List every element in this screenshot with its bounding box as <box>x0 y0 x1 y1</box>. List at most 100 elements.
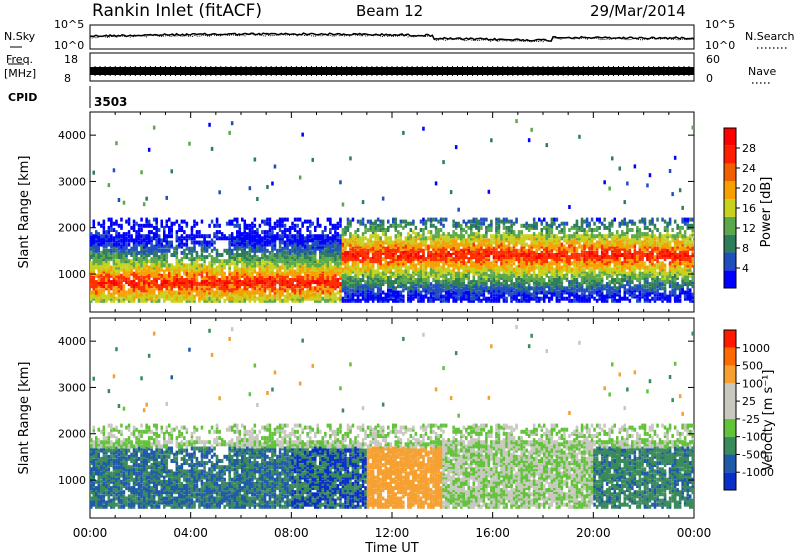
power-cell <box>90 261 93 266</box>
power-cell <box>253 269 257 274</box>
power-cell <box>475 292 478 297</box>
power-cell <box>266 240 269 245</box>
power-cell <box>361 253 365 257</box>
power-cell <box>236 236 239 241</box>
power-cell <box>543 217 546 222</box>
power-cell <box>520 257 523 262</box>
power-cell <box>535 275 538 280</box>
power-cell <box>236 286 239 291</box>
power-cell <box>190 273 194 278</box>
power-cell <box>326 290 330 295</box>
power-cell <box>538 278 541 282</box>
power-cell <box>467 298 471 303</box>
power-cell <box>180 259 184 264</box>
power-cell <box>273 242 277 247</box>
power-cell <box>246 296 249 301</box>
power-cell <box>329 250 332 255</box>
power-cell <box>356 240 360 245</box>
power-cell <box>470 248 473 253</box>
power-cell <box>412 255 415 260</box>
power-cell <box>256 238 259 243</box>
power-cell <box>371 265 375 270</box>
power-cell <box>160 242 164 247</box>
power-cell <box>306 246 309 251</box>
power-cell <box>230 275 234 280</box>
power-cell <box>243 219 247 224</box>
power-cell <box>271 294 274 299</box>
power-cell <box>168 217 171 222</box>
power-cell <box>507 259 511 264</box>
power-cell <box>387 242 390 247</box>
power-cell <box>112 278 116 282</box>
power-cell <box>341 275 345 280</box>
power-cell <box>258 246 262 251</box>
power-cell <box>530 238 533 243</box>
power-cell <box>137 275 141 280</box>
power-cell <box>238 230 242 235</box>
power-cell <box>339 250 342 255</box>
power-cell <box>535 238 538 243</box>
power-cell <box>145 265 148 270</box>
power-cell <box>540 240 544 245</box>
power-cell <box>366 280 370 285</box>
power-cell <box>152 250 156 255</box>
power-cell <box>115 286 118 291</box>
power-cell <box>444 238 448 243</box>
power-cell <box>220 253 224 257</box>
power-cell <box>253 250 257 255</box>
power-cell <box>256 263 259 268</box>
power-cell <box>527 236 531 241</box>
power-cell <box>465 248 468 253</box>
power-cell <box>359 292 362 297</box>
power-cell <box>532 259 536 264</box>
power-cell <box>303 240 307 245</box>
power-cell <box>495 253 498 257</box>
power-cell <box>130 267 133 272</box>
power-cell <box>376 263 380 268</box>
power-cell <box>457 292 460 297</box>
power-cell <box>243 280 247 285</box>
power-cell <box>157 292 161 297</box>
power-cell <box>437 246 440 251</box>
power-cell <box>522 234 526 239</box>
power-cell <box>286 228 289 232</box>
power-cell <box>306 292 309 297</box>
power-cell <box>381 263 385 268</box>
power-cell <box>185 286 189 291</box>
power-cell <box>95 296 98 301</box>
power-cell <box>412 292 415 297</box>
power-cell <box>132 263 136 268</box>
power-cell <box>117 238 121 243</box>
power-cell <box>407 286 410 291</box>
power-cell <box>251 286 254 291</box>
power-cell <box>170 271 174 276</box>
power-cell <box>442 217 445 222</box>
power-cell <box>251 292 254 297</box>
power-cell <box>223 271 226 276</box>
power-cell <box>230 232 234 237</box>
power-cell <box>366 296 370 301</box>
power-cell <box>364 288 367 293</box>
power-cell <box>520 284 523 289</box>
power-cell <box>314 280 317 285</box>
power-cell <box>263 255 267 260</box>
power-cell <box>548 223 551 228</box>
power-cell <box>454 292 458 297</box>
power-cell <box>266 230 269 235</box>
power-cell <box>236 248 239 253</box>
power-cell <box>432 271 435 276</box>
power-cell <box>374 259 377 264</box>
power-cell <box>223 248 226 253</box>
power-cell <box>379 271 382 276</box>
power-cell <box>157 238 161 243</box>
power-cell <box>135 290 138 295</box>
power-cell <box>341 242 345 247</box>
power-cell <box>522 267 526 272</box>
power-cell <box>175 271 179 276</box>
power-cell <box>407 246 410 251</box>
power-cell <box>306 296 309 301</box>
power-cell <box>354 248 357 253</box>
power-cell <box>540 284 544 289</box>
power-cell <box>535 250 538 255</box>
power-cell <box>293 246 297 251</box>
